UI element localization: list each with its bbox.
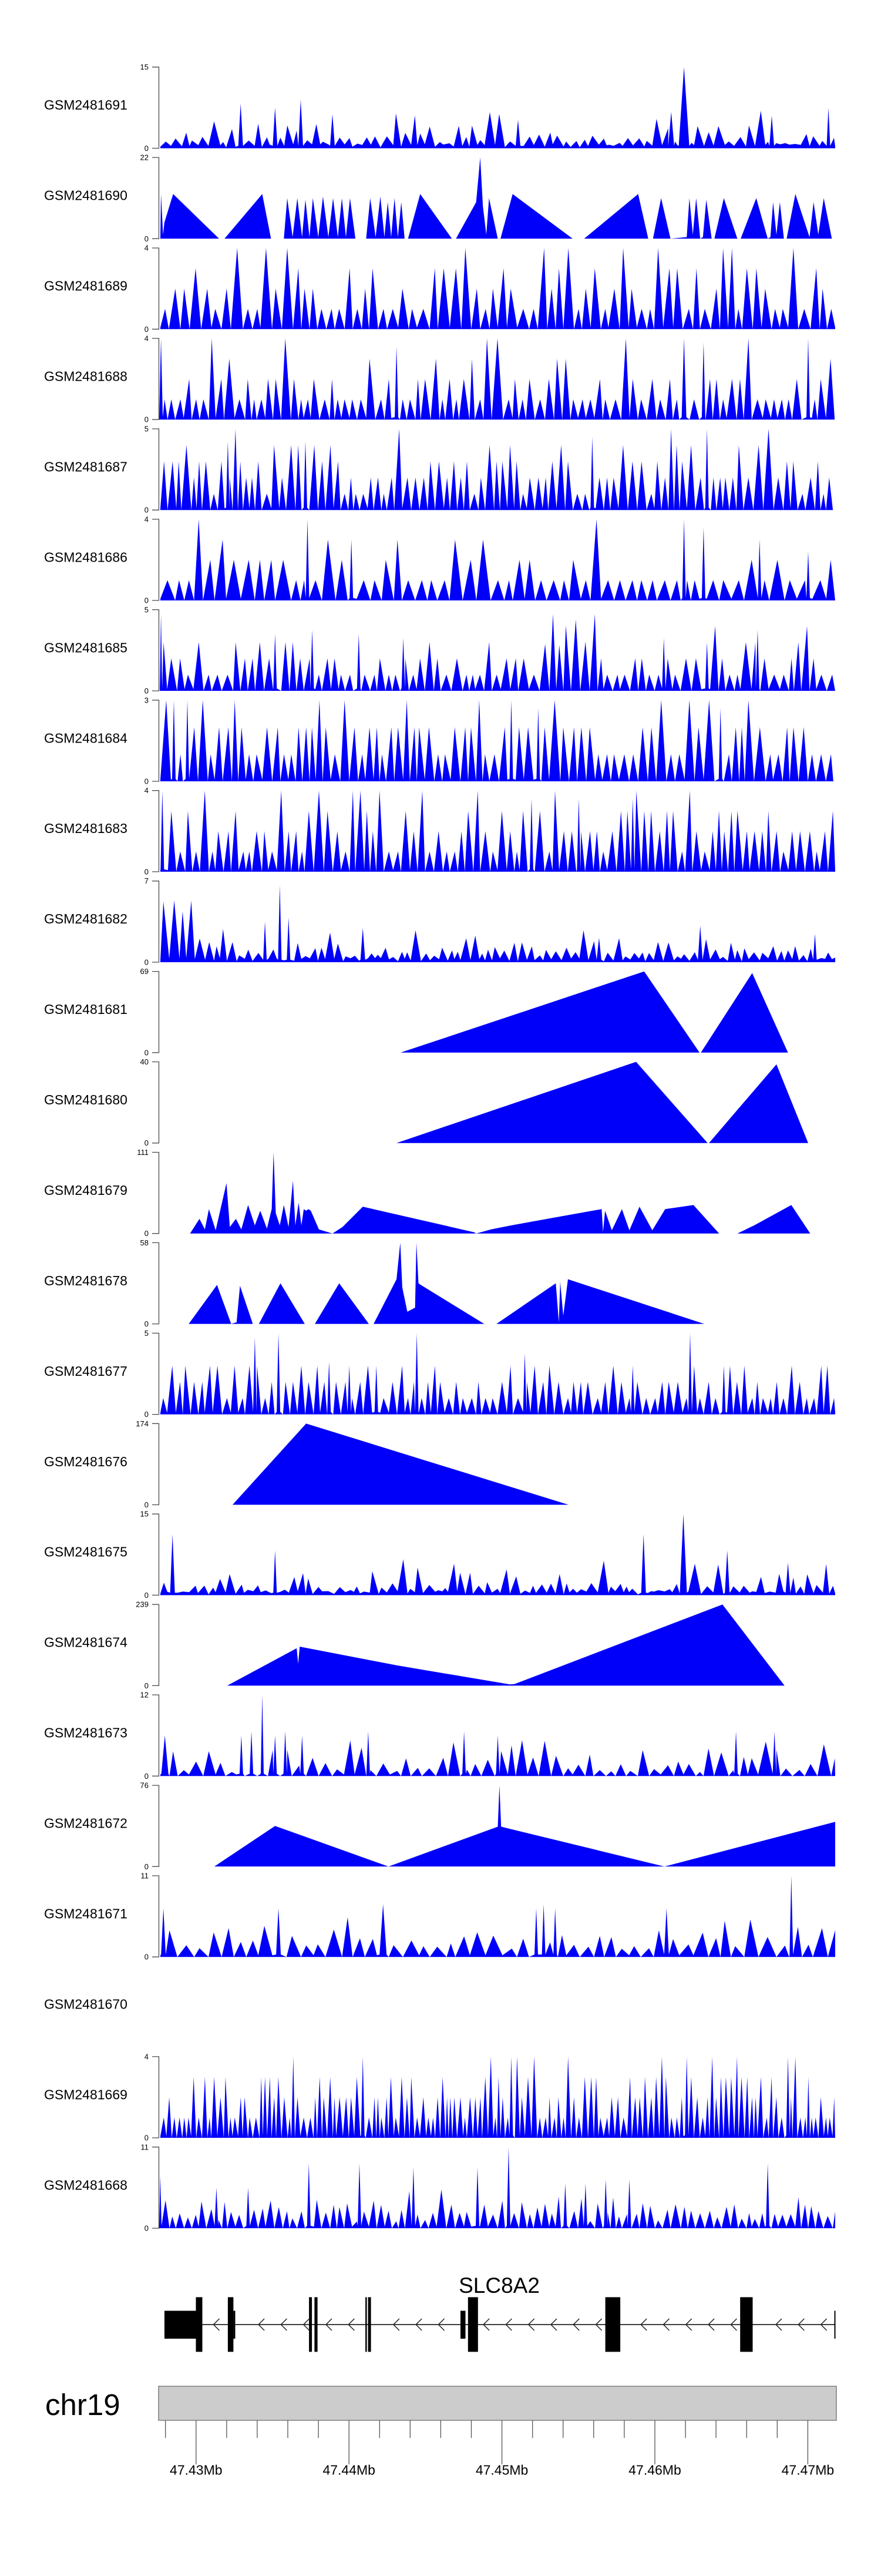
svg-text:47.46Mb: 47.46Mb <box>628 2463 681 2478</box>
svg-text:0: 0 <box>144 234 149 243</box>
svg-text:0: 0 <box>144 1410 149 1419</box>
svg-text:GSM2481670: GSM2481670 <box>44 1996 127 2011</box>
svg-text:47.47Mb: 47.47Mb <box>782 2463 835 2478</box>
svg-text:GSM2481682: GSM2481682 <box>44 911 127 926</box>
svg-text:5: 5 <box>144 605 149 614</box>
svg-text:111: 111 <box>137 1148 149 1157</box>
svg-text:GSM2481676: GSM2481676 <box>44 1454 127 1469</box>
svg-text:0: 0 <box>144 325 149 334</box>
svg-text:GSM2481669: GSM2481669 <box>44 2087 127 2102</box>
svg-text:GSM2481687: GSM2481687 <box>44 459 127 475</box>
svg-text:0: 0 <box>144 2134 149 2142</box>
svg-text:0: 0 <box>144 144 149 153</box>
svg-text:0: 0 <box>144 1591 149 1600</box>
svg-text:47.44Mb: 47.44Mb <box>322 2463 375 2478</box>
svg-text:GSM2481680: GSM2481680 <box>44 1092 127 1107</box>
svg-text:0: 0 <box>144 1229 149 1238</box>
svg-text:4: 4 <box>144 515 149 523</box>
svg-text:58: 58 <box>140 1238 149 1247</box>
svg-text:0: 0 <box>144 1319 149 1328</box>
svg-text:GSM2481684: GSM2481684 <box>44 730 127 745</box>
svg-text:0: 0 <box>144 1772 149 1781</box>
svg-text:GSM2481668: GSM2481668 <box>44 2177 127 2192</box>
svg-text:0: 0 <box>144 415 149 424</box>
svg-text:22: 22 <box>140 153 149 162</box>
svg-text:4: 4 <box>144 2052 149 2061</box>
svg-text:12: 12 <box>140 1691 149 1700</box>
svg-text:0: 0 <box>144 777 149 786</box>
svg-text:GSM2481677: GSM2481677 <box>44 1363 127 1379</box>
svg-text:GSM2481679: GSM2481679 <box>44 1183 127 1198</box>
svg-text:0: 0 <box>144 1681 149 1690</box>
svg-text:4: 4 <box>144 786 149 795</box>
svg-text:7: 7 <box>144 876 149 885</box>
svg-text:GSM2481675: GSM2481675 <box>44 1544 127 1560</box>
svg-text:0: 0 <box>144 1048 149 1057</box>
svg-text:0: 0 <box>144 506 149 515</box>
svg-text:GSM2481685: GSM2481685 <box>44 640 127 655</box>
svg-text:GSM2481678: GSM2481678 <box>44 1273 127 1288</box>
svg-text:11: 11 <box>141 1872 149 1880</box>
svg-text:0: 0 <box>144 1500 149 1509</box>
svg-text:SLC8A2: SLC8A2 <box>459 2273 540 2298</box>
svg-text:0: 0 <box>144 596 149 605</box>
svg-text:0: 0 <box>144 1862 149 1871</box>
svg-text:40: 40 <box>140 1057 149 1066</box>
svg-text:chr19: chr19 <box>45 2388 120 2421</box>
svg-text:GSM2481674: GSM2481674 <box>44 1635 127 1650</box>
svg-text:4: 4 <box>144 334 149 343</box>
svg-text:0: 0 <box>144 958 149 966</box>
svg-text:0: 0 <box>144 867 149 876</box>
svg-text:0: 0 <box>144 1138 149 1147</box>
svg-text:5: 5 <box>144 425 149 434</box>
svg-text:GSM2481672: GSM2481672 <box>44 1816 127 1831</box>
svg-text:GSM2481673: GSM2481673 <box>44 1725 127 1741</box>
svg-text:GSM2481681: GSM2481681 <box>44 1002 127 1017</box>
svg-text:47.45Mb: 47.45Mb <box>476 2463 529 2478</box>
svg-text:GSM2481683: GSM2481683 <box>44 821 127 836</box>
svg-text:0: 0 <box>144 1953 149 1962</box>
svg-text:0: 0 <box>144 687 149 696</box>
svg-text:239: 239 <box>136 1600 149 1609</box>
svg-text:5: 5 <box>144 1329 149 1338</box>
svg-text:76: 76 <box>140 1781 149 1790</box>
svg-text:GSM2481686: GSM2481686 <box>44 549 127 565</box>
svg-text:15: 15 <box>140 63 149 72</box>
svg-text:GSM2481689: GSM2481689 <box>44 278 127 294</box>
svg-text:174: 174 <box>136 1419 149 1428</box>
svg-text:GSM2481671: GSM2481671 <box>44 1906 127 1922</box>
svg-text:GSM2481690: GSM2481690 <box>44 188 127 203</box>
svg-text:GSM2481691: GSM2481691 <box>44 98 127 113</box>
svg-text:69: 69 <box>140 967 149 976</box>
svg-text:15: 15 <box>140 1510 149 1519</box>
svg-text:3: 3 <box>144 696 149 704</box>
svg-text:GSM2481688: GSM2481688 <box>44 369 127 384</box>
svg-text:4: 4 <box>144 244 149 253</box>
svg-text:47.43Mb: 47.43Mb <box>170 2463 223 2478</box>
svg-text:11: 11 <box>141 2142 149 2151</box>
svg-text:0: 0 <box>144 2224 149 2233</box>
